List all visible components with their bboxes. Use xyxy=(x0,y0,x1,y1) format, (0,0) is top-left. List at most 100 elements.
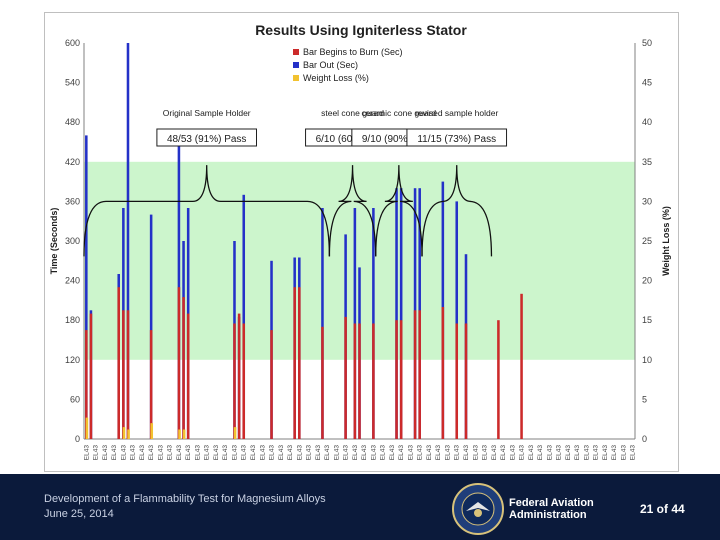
bar-burn xyxy=(497,320,500,439)
category-tick-label: EL43 xyxy=(565,445,572,461)
bar-burn xyxy=(344,316,347,439)
group-brace xyxy=(328,165,377,257)
bar-out xyxy=(242,194,246,439)
y2-tick-label: 10 xyxy=(642,355,652,365)
category-tick-label: EL43 xyxy=(435,445,442,461)
category-tick-label: EL43 xyxy=(417,445,424,461)
chart-svg: 0 60 120 180 240 300 360 420 480 540 600 0 5 10 15 20 25… xyxy=(49,22,671,461)
category-tick-label: EL43 xyxy=(222,445,229,461)
y2-axis-title: Weight Loss (%) xyxy=(661,206,671,276)
bar-burn xyxy=(413,310,417,439)
bar-burn xyxy=(520,293,523,439)
agency-name-line1: Federal Aviation xyxy=(509,497,594,509)
y2-tick-label: 50 xyxy=(642,38,652,48)
bar-burn xyxy=(358,323,361,439)
bar-burn xyxy=(122,310,125,439)
category-tick-label: EL43 xyxy=(593,445,600,461)
category-tick-label: EL43 xyxy=(83,445,90,461)
category-tick-label: EL43 xyxy=(120,445,127,461)
bar-burn xyxy=(321,326,324,439)
legend-swatch xyxy=(293,75,299,81)
pass-box xyxy=(156,128,258,147)
y2-tick-label: 15 xyxy=(642,315,652,325)
presentation-date: June 25, 2014 xyxy=(44,508,114,520)
category-tick-label: EL43 xyxy=(546,445,553,461)
category-tick-label: EL43 xyxy=(148,445,155,461)
category-tick-label: EL43 xyxy=(324,445,331,461)
category-tick-label: EL43 xyxy=(333,445,340,461)
category-tick-label: EL43 xyxy=(343,445,350,461)
bar-burn xyxy=(85,330,88,439)
bar-burn xyxy=(441,307,445,439)
category-tick-label: EL43 xyxy=(130,445,137,461)
bar-burn xyxy=(399,320,403,439)
y2-tick-label: 0 xyxy=(642,434,647,444)
category-tick-label: EL43 xyxy=(250,445,257,461)
category-tick-label: EL43 xyxy=(93,445,100,461)
bar-burn xyxy=(117,287,121,439)
y-tick-label: 240 xyxy=(65,276,80,286)
y-tick-label: 360 xyxy=(65,196,80,206)
bar-burn xyxy=(395,320,398,439)
bar-out xyxy=(395,188,398,439)
y2-tick-label: 5 xyxy=(642,394,647,404)
category-tick-label: EL43 xyxy=(241,445,248,461)
category-tick-label: EL43 xyxy=(463,445,470,461)
y2-tick-label: 45 xyxy=(642,78,652,88)
legend-label: Bar Out (Sec) xyxy=(303,60,358,70)
bar-weight-loss xyxy=(182,429,186,439)
y-tick-label: 600 xyxy=(65,38,80,48)
bar-out xyxy=(399,188,403,439)
legend-swatch xyxy=(293,49,299,55)
category-tick-label: EL43 xyxy=(472,445,479,461)
y-tick-label: 120 xyxy=(65,355,80,365)
group-brace xyxy=(375,165,423,257)
bar-burn xyxy=(353,323,357,439)
category-tick-label: EL43 xyxy=(380,445,387,461)
faa-seal-logo xyxy=(452,483,504,535)
y-tick-label: 540 xyxy=(65,78,80,88)
category-tick-label: EL43 xyxy=(630,445,637,461)
bar-out xyxy=(149,214,153,439)
bar-out xyxy=(455,201,459,439)
bar-burn xyxy=(372,323,375,439)
y2-tick-label: 30 xyxy=(642,196,652,206)
group-brace xyxy=(421,165,493,257)
category-tick-label: EL43 xyxy=(454,445,461,461)
bar-burn xyxy=(242,323,246,439)
pass-label: 11/15 (73%) Pass xyxy=(417,134,496,145)
category-tick-label: EL43 xyxy=(583,445,590,461)
category-tick-label: EL43 xyxy=(528,445,535,461)
category-tick-label: EL43 xyxy=(213,445,220,461)
agency-name-line2: Administration xyxy=(509,509,587,521)
bar-out xyxy=(126,43,130,439)
y2-tick-label: 35 xyxy=(642,157,652,167)
presentation-title: Development of a Flammability Test for M… xyxy=(44,493,326,505)
category-tick-label: EL43 xyxy=(361,445,368,461)
category-tick-label: EL43 xyxy=(176,445,183,461)
footer-bar xyxy=(0,474,720,540)
category-tick-label: EL43 xyxy=(444,445,451,461)
category-tick-label: EL43 xyxy=(611,445,618,461)
category-tick-label: EL43 xyxy=(102,445,109,461)
category-tick-label: EL43 xyxy=(296,445,303,461)
bar-burn xyxy=(455,323,459,439)
category-tick-label: EL43 xyxy=(620,445,627,461)
category-tick-label: EL43 xyxy=(157,445,164,461)
category-tick-label: EL43 xyxy=(269,445,276,461)
y-axis-title: Time (Seconds) xyxy=(49,208,59,275)
category-tick-label: EL43 xyxy=(509,445,516,461)
bar-weight-loss xyxy=(122,427,126,439)
category-tick-label: EL43 xyxy=(537,445,544,461)
category-tick-label: EL43 xyxy=(500,445,507,461)
y-tick-label: 0 xyxy=(75,434,80,444)
bar-burn xyxy=(418,310,421,439)
category-tick-label: EL43 xyxy=(204,445,211,461)
bar-burn xyxy=(149,330,153,439)
group-brace xyxy=(83,165,331,257)
group-label: revised sample holder xyxy=(415,108,498,118)
bar-weight-loss xyxy=(127,429,130,439)
bar-burn xyxy=(177,287,181,439)
category-tick-label: EL43 xyxy=(185,445,192,461)
bar-burn xyxy=(293,287,296,439)
